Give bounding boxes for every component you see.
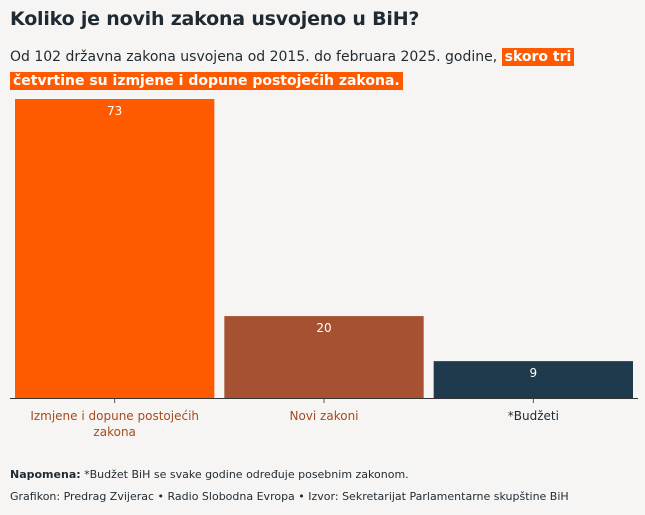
bar-chart: 73 Izmjene i dopune postojećih zakona 20 Nov… [10,99,638,439]
x-tick-label: Novi zakoni [289,409,358,423]
footnote-text: *Budžet BiH se svake godine određuje pos… [80,468,409,481]
bar-1 [224,316,424,398]
bar-0 [15,99,215,398]
footnote: Napomena: *Budžet BiH se svake godine od… [10,468,409,481]
x-tick-label: Izmjene i dopune postojećih zakona [30,409,199,439]
bar-value-label: 20 [316,321,331,335]
bar-2 [433,361,633,398]
footnote-label: Napomena: [10,468,81,481]
source-credit: Grafikon: Predrag Zvijerac • Radio Slobo… [10,490,569,503]
bar-value-label: 73 [107,104,122,118]
x-tick-label: *Budžeti [508,409,559,423]
subtitle-text: Od 102 državna zakona usvojena od 2015. … [10,49,498,65]
bar-value-label: 9 [530,366,538,380]
chart-subtitle: Od 102 državna zakona usvojena od 2015. … [10,45,630,93]
chart-title: Koliko je novih zakona usvojeno u BiH? [10,8,420,30]
